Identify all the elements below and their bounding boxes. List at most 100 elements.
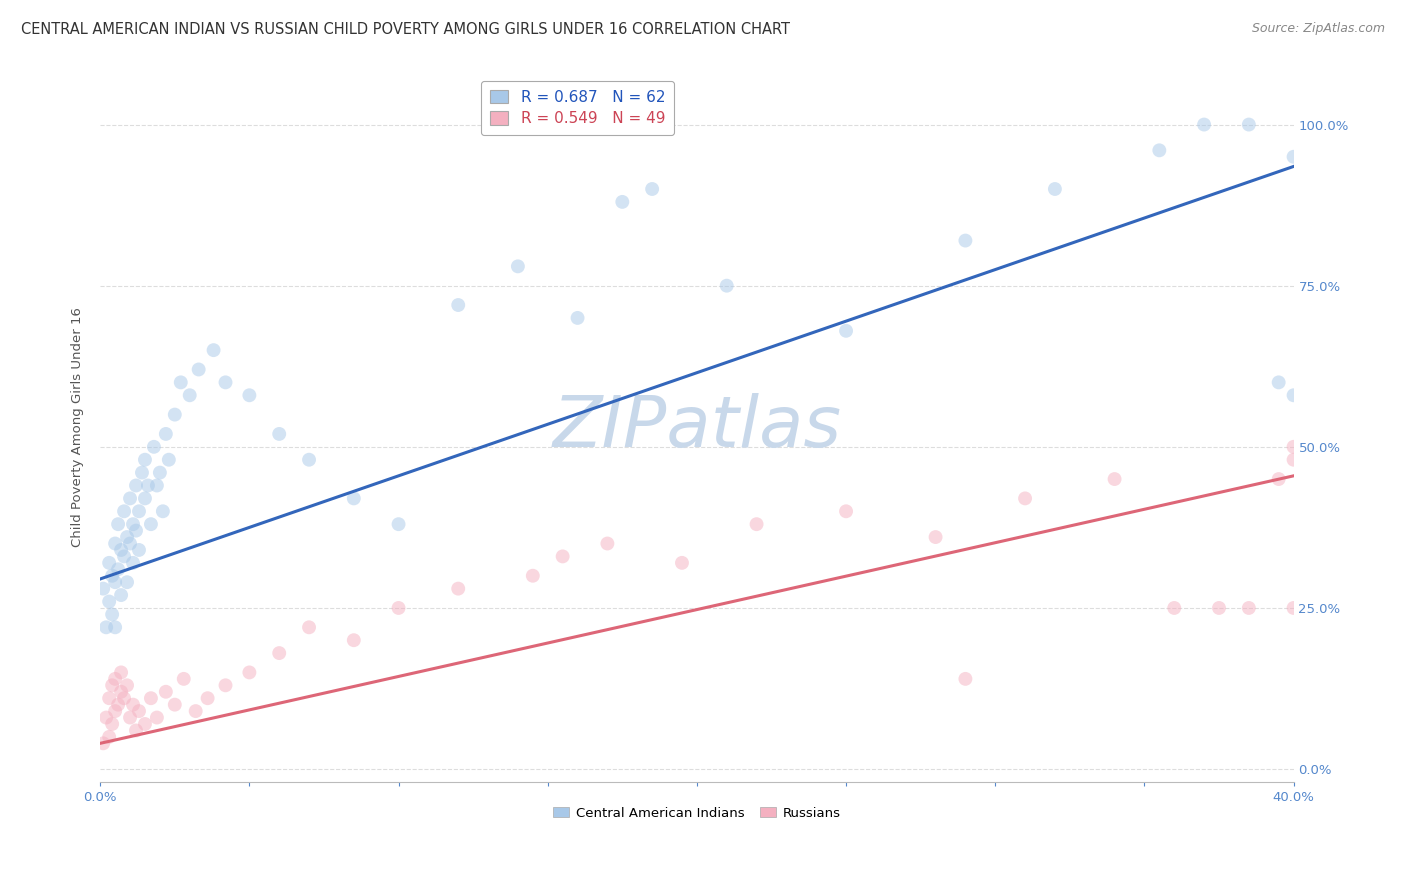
Point [745,517,768,532]
Point [1163,601,1185,615]
Point [955,234,977,248]
Point [170,376,193,390]
Point [118,710,141,724]
Point [447,298,470,312]
Point [125,478,148,492]
Point [122,556,145,570]
Point [269,646,291,660]
Point [146,710,169,724]
Point [197,691,219,706]
Point [1282,440,1305,454]
Point [1192,118,1215,132]
Legend: Central American Indians, Russians: Central American Indians, Russians [548,802,846,825]
Point [612,194,634,209]
Point [107,562,129,576]
Point [101,678,124,692]
Point [142,440,165,454]
Point [134,491,156,506]
Point [110,665,132,680]
Point [179,388,201,402]
Point [1104,472,1126,486]
Point [924,530,946,544]
Point [125,723,148,738]
Point [110,685,132,699]
Point [1282,150,1305,164]
Point [955,672,977,686]
Point [139,517,162,532]
Point [596,536,619,550]
Point [104,620,127,634]
Point [447,582,470,596]
Point [298,452,321,467]
Point [104,575,127,590]
Point [98,691,121,706]
Point [98,556,121,570]
Point [104,704,127,718]
Point [155,426,177,441]
Point [131,466,153,480]
Point [104,672,127,686]
Point [146,478,169,492]
Point [671,556,693,570]
Point [1149,144,1171,158]
Point [551,549,574,564]
Point [343,633,366,648]
Point [716,278,738,293]
Y-axis label: Child Poverty Among Girls Under 16: Child Poverty Among Girls Under 16 [72,308,84,548]
Text: ZIPatlas: ZIPatlas [553,393,841,462]
Point [122,517,145,532]
Point [1282,452,1305,467]
Point [298,620,321,634]
Point [101,607,124,622]
Point [112,504,135,518]
Point [152,504,174,518]
Text: Source: ZipAtlas.com: Source: ZipAtlas.com [1251,22,1385,36]
Point [134,717,156,731]
Point [1208,601,1230,615]
Point [173,672,195,686]
Point [107,698,129,712]
Point [1237,118,1260,132]
Point [125,524,148,538]
Point [136,478,159,492]
Point [115,678,138,692]
Point [107,517,129,532]
Point [387,517,409,532]
Point [506,260,529,274]
Point [110,588,132,602]
Point [134,452,156,467]
Point [184,704,207,718]
Point [238,665,260,680]
Point [214,376,236,390]
Point [1282,601,1305,615]
Point [835,324,858,338]
Point [202,343,225,358]
Point [128,543,150,558]
Point [157,452,180,467]
Point [214,678,236,692]
Point [1267,376,1289,390]
Point [101,717,124,731]
Point [139,691,162,706]
Point [835,504,858,518]
Point [187,362,209,376]
Point [112,691,135,706]
Point [91,736,114,750]
Point [163,698,186,712]
Point [155,685,177,699]
Point [387,601,409,615]
Point [128,704,150,718]
Point [115,575,138,590]
Point [1237,601,1260,615]
Point [1043,182,1066,196]
Point [115,530,138,544]
Point [163,408,186,422]
Point [91,582,114,596]
Point [112,549,135,564]
Point [522,568,544,582]
Point [149,466,172,480]
Point [343,491,366,506]
Point [567,310,589,325]
Point [118,491,141,506]
Point [1267,472,1289,486]
